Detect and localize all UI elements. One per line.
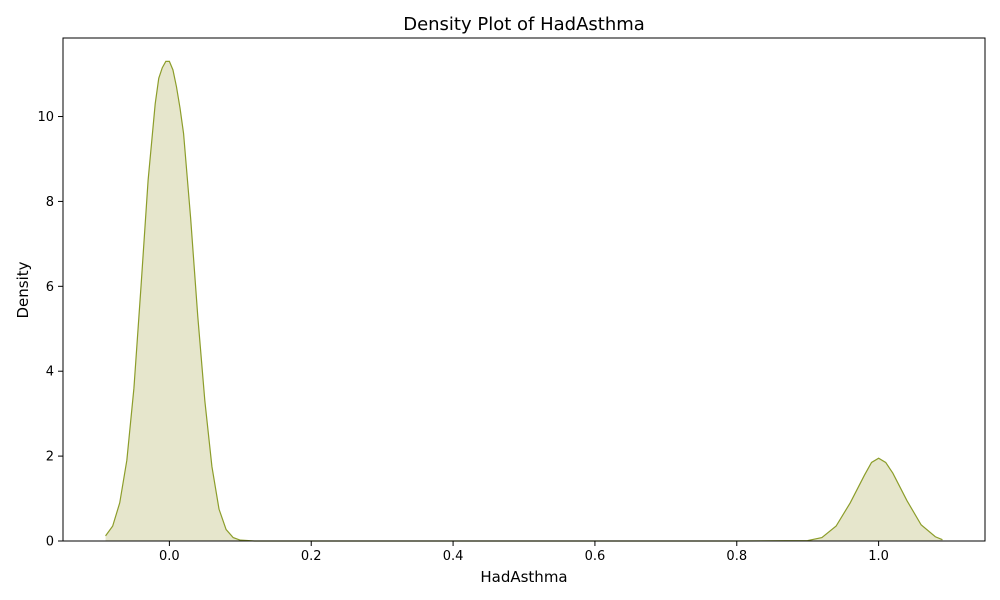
density-fill-area	[105, 61, 943, 541]
x-tick-label: 1.0	[868, 549, 889, 564]
x-axis-label: HadAsthma	[480, 568, 567, 586]
y-tick-label: 10	[37, 110, 54, 125]
density-curve-line	[105, 60, 943, 542]
x-tick-label: 0.4	[443, 549, 464, 564]
y-tick-label: 0	[46, 535, 54, 550]
y-tick-label: 8	[46, 195, 54, 210]
chart-title: Density Plot of HadAsthma	[403, 14, 645, 35]
y-tick-label: 4	[46, 365, 54, 380]
axes-frame	[62, 37, 986, 542]
plot-area	[105, 60, 943, 542]
x-tick-label: 0.6	[585, 549, 606, 564]
x-tick-label: 0.2	[301, 549, 322, 564]
x-axis-ticks: 0.0 0.2 0.4 0.6 0.8 1.0	[159, 541, 889, 564]
y-axis-ticks: 0 2 4 6 8 10	[37, 110, 63, 550]
y-axis-label: Density	[14, 261, 32, 318]
y-tick-label: 2	[46, 450, 54, 465]
y-tick-label: 6	[46, 280, 54, 295]
x-tick-label: 0.0	[159, 549, 180, 564]
x-tick-label: 0.8	[726, 549, 747, 564]
